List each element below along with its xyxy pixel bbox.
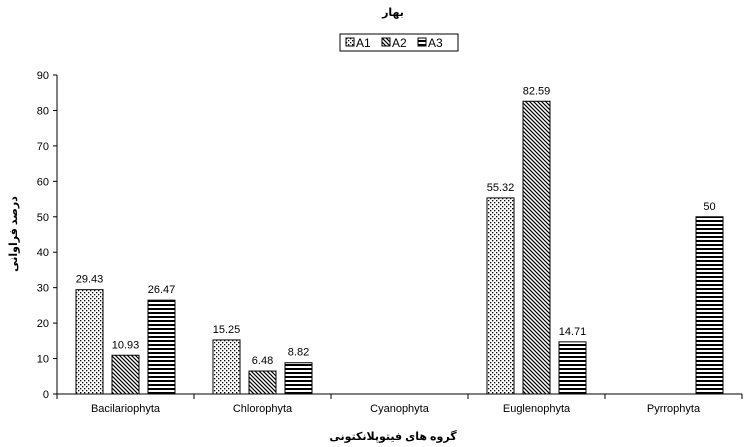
data-label: 8.82: [288, 347, 309, 359]
legend-frame: [339, 33, 459, 52]
legend-label-A3: A3: [428, 36, 443, 50]
legend-swatch-A2: [381, 37, 391, 47]
x-tick-label: Bacilariophyta: [91, 403, 161, 415]
data-label: 6.48: [252, 355, 273, 367]
bar-A1-Bacilariophyta: [75, 289, 104, 395]
legend: A1 A2 A3: [339, 33, 459, 52]
y-tick-label: 90: [37, 70, 49, 82]
tick-labels: 0 10 20 30 40 50 60 70 80 90 Bacilariophyta Chlorop…: [37, 70, 701, 415]
bar-A3-Euglenophyta: [558, 341, 587, 395]
data-label: 15.25: [213, 324, 241, 336]
y-tick-label: 80: [37, 105, 49, 117]
bar-A3-Chlorophyta: [284, 362, 313, 395]
legend-swatch-A1: [345, 37, 355, 47]
y-tick-label: 50: [37, 212, 49, 224]
x-tick-label: Cyanophyta: [370, 403, 430, 415]
y-tick-label: 60: [37, 176, 49, 188]
data-label: 55.32: [487, 182, 515, 194]
data-label: 29.43: [76, 274, 104, 286]
bars: [75, 100, 724, 395]
x-tick-label: Chlorophyta: [233, 403, 293, 415]
data-labels: 29.43 10.93 26.47 15.25 6.48 8.82 55.32 82.59 14…: [76, 85, 716, 367]
chart-title: بهار: [381, 7, 404, 19]
legend-swatch-A3: [417, 37, 427, 47]
bar-A2-Chlorophyta: [248, 370, 277, 395]
x-tick-label: Pyrrophyta: [647, 403, 701, 415]
data-label: 26.47: [148, 284, 176, 296]
bar-A2-Bacilariophyta: [111, 354, 140, 395]
data-label: 10.93: [112, 339, 140, 351]
y-tick-label: 70: [37, 141, 49, 153]
bar-A3-Bacilariophyta: [147, 299, 176, 395]
y-axis-title: درصد فراوانی: [8, 196, 20, 272]
x-axis-title: گروه های فیتوپلانکتونی: [329, 430, 457, 443]
bar-A1-Chlorophyta: [212, 339, 241, 395]
bar-A1-Euglenophyta: [486, 197, 515, 395]
x-tick-label: Euglenophyta: [503, 403, 571, 415]
bar-A2-Euglenophyta: [522, 100, 551, 395]
y-tick-label: 40: [37, 247, 49, 259]
y-tick-label: 20: [37, 318, 49, 330]
data-label: 50: [703, 201, 715, 213]
data-label: 82.59: [523, 85, 551, 97]
data-label: 14.71: [559, 326, 587, 338]
y-tick-label: 0: [43, 389, 49, 401]
legend-label-A1: A1: [356, 36, 371, 50]
y-tick-label: 30: [37, 283, 49, 295]
y-tick-label: 10: [37, 354, 49, 366]
legend-label-A2: A2: [392, 36, 407, 50]
bar-A3-Pyrrophyta: [695, 216, 724, 395]
